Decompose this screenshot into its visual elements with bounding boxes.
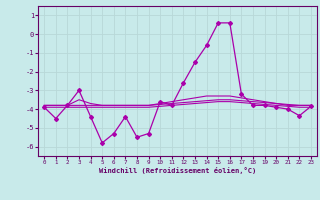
X-axis label: Windchill (Refroidissement éolien,°C): Windchill (Refroidissement éolien,°C) xyxy=(99,167,256,174)
